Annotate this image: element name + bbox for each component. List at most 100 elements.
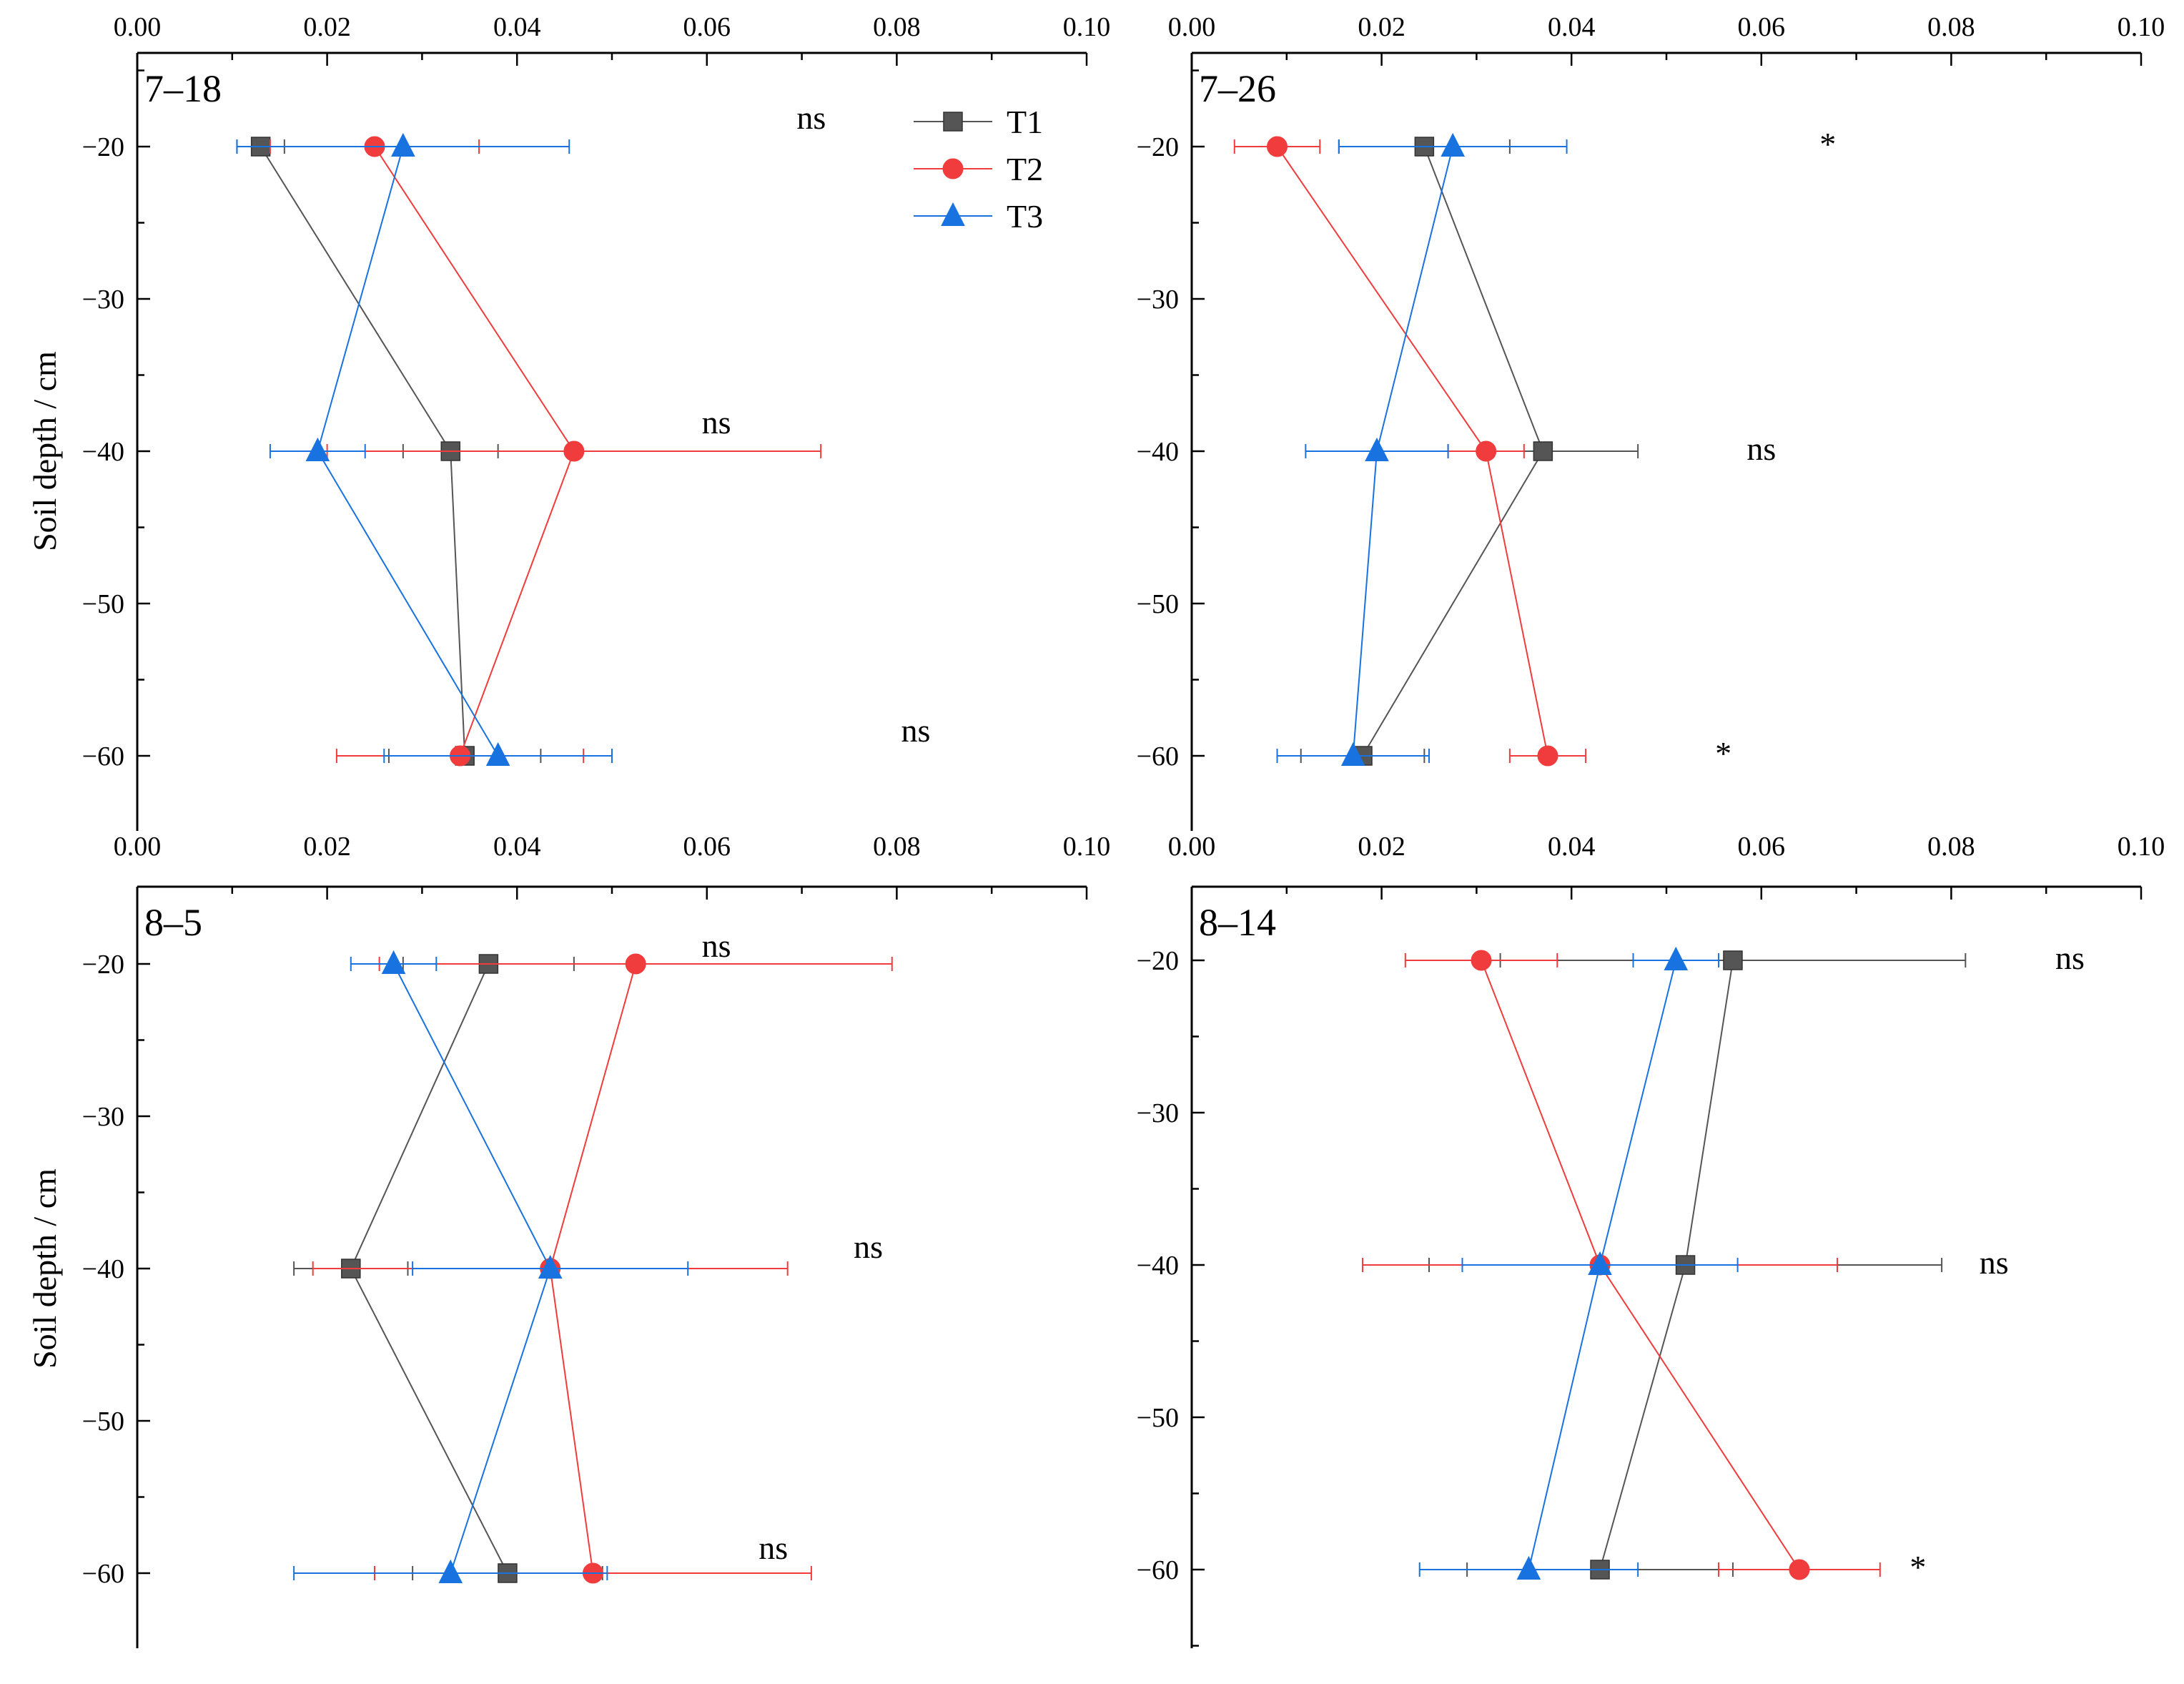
significance-label: ns: [702, 404, 731, 440]
significance-label: ns: [759, 1530, 788, 1566]
panel-4: 0.00 0.02 0.04 0.06 0.08 0.10 −20 −30 −40 −50 −60 8…: [1137, 832, 2165, 1648]
panel-1: 0.00 0.02 0.04 0.06 0.08 0.10 −20 −30 −40 −50 −60 S…: [26, 12, 1110, 831]
legend-marker: [941, 202, 965, 226]
x-tick-label: 0.06: [1738, 12, 1786, 42]
y-tick-label: −40: [82, 1254, 124, 1284]
y-tick-label: −30: [1137, 1098, 1179, 1128]
data-point: [1267, 136, 1288, 157]
panel-title: 7–26: [1199, 67, 1276, 110]
y-tick-label: −40: [82, 437, 124, 467]
data-point: [1365, 437, 1389, 461]
data-point: [1441, 132, 1466, 157]
y-tick-label: −60: [1137, 742, 1179, 772]
y-tick-label: −60: [82, 742, 124, 772]
x-tick-label: 0.02: [1358, 12, 1405, 42]
significance-label: ns: [796, 99, 826, 136]
x-tick-label: 0.10: [1063, 832, 1111, 862]
y-tick-label: −50: [1137, 1403, 1179, 1433]
series-T3: [1276, 132, 1568, 766]
x-tick-label: 0.10: [2118, 832, 2165, 862]
data-point: [538, 1254, 563, 1279]
data-point: [625, 953, 646, 975]
data-point: [563, 440, 585, 462]
x-tick-label: 0.08: [1927, 832, 1975, 862]
y-tick-label: −30: [1137, 285, 1179, 315]
y-tick-label: −20: [1137, 132, 1179, 162]
y-axis-title: Soil depth / cm: [26, 351, 63, 551]
y-tick-label: −40: [1137, 1251, 1179, 1281]
x-tick-label: 0.08: [873, 12, 921, 42]
significance-label: *: [1715, 735, 1731, 772]
data-point: [391, 132, 415, 157]
legend-label: T1: [1007, 104, 1043, 140]
panel-3: 0.00 0.02 0.04 0.06 0.08 0.10 −20 −30 −40 −50 −60 S…: [26, 832, 1110, 1648]
data-point: [1516, 1555, 1541, 1580]
x-tick-label: 0.00: [114, 12, 162, 42]
y-tick-label: −20: [82, 950, 124, 980]
data-point: [1340, 742, 1365, 766]
significance-label: ns: [702, 927, 731, 964]
x-tick-label: 0.00: [1168, 12, 1216, 42]
legend-label: T3: [1007, 198, 1043, 235]
significance-label: ns: [854, 1228, 883, 1265]
panel-title: 8–5: [144, 901, 202, 944]
significance-label: ns: [1746, 430, 1776, 467]
legend-marker: [943, 112, 963, 132]
data-point: [1789, 1559, 1810, 1580]
data-point: [1588, 1251, 1612, 1275]
series-T3: [293, 950, 689, 1583]
data-point: [438, 1559, 463, 1583]
panel-title: 7–18: [144, 67, 222, 110]
data-point: [1664, 946, 1689, 970]
significance-label: ns: [901, 712, 931, 749]
x-tick-label: 0.00: [114, 832, 162, 862]
series-T2: [1233, 136, 1587, 767]
y-tick-label: −60: [82, 1559, 124, 1589]
x-tick-label: 0.08: [1927, 12, 1975, 42]
y-tick-label: −40: [1137, 437, 1179, 467]
x-tick-label: 0.10: [2118, 12, 2165, 42]
x-tick-label: 0.06: [683, 12, 731, 42]
data-point: [1533, 441, 1553, 461]
y-tick-label: −20: [1137, 946, 1179, 976]
series-T3: [236, 132, 613, 766]
significance-label: ns: [1980, 1244, 2009, 1281]
panel-title: 8–14: [1199, 901, 1276, 944]
x-tick-label: 0.04: [1548, 12, 1596, 42]
data-point: [1476, 440, 1497, 462]
x-tick-label: 0.00: [1168, 832, 1216, 862]
x-tick-label: 0.06: [1738, 832, 1786, 862]
significance-label: ns: [2055, 940, 2085, 976]
significance-label: *: [1819, 126, 1836, 162]
y-tick-label: −30: [82, 1102, 124, 1132]
x-tick-label: 0.04: [493, 832, 541, 862]
legend-marker: [942, 158, 964, 179]
x-tick-label: 0.06: [683, 832, 731, 862]
significance-label: *: [1909, 1549, 1926, 1585]
x-tick-label: 0.02: [1358, 832, 1405, 862]
y-tick-label: −50: [82, 589, 124, 619]
data-point: [1723, 950, 1743, 970]
data-point: [1471, 950, 1492, 971]
x-tick-label: 0.04: [493, 12, 541, 42]
x-tick-label: 0.02: [303, 832, 351, 862]
data-point: [1537, 745, 1558, 767]
legend-label: T2: [1007, 151, 1043, 187]
x-tick-label: 0.04: [1548, 832, 1596, 862]
x-tick-label: 0.02: [303, 12, 351, 42]
y-tick-label: −30: [82, 285, 124, 315]
x-tick-label: 0.08: [873, 832, 921, 862]
data-point: [485, 742, 510, 766]
y-tick-label: −20: [82, 132, 124, 162]
data-point: [381, 950, 406, 974]
y-axis-title: Soil depth / cm: [26, 1168, 63, 1369]
data-point: [305, 437, 330, 461]
legend: T1 T2 T3: [914, 104, 1043, 235]
y-tick-label: −50: [82, 1407, 124, 1437]
series-T3: [1418, 946, 1739, 1580]
y-tick-label: −60: [1137, 1555, 1179, 1585]
panel-2: 0.00 0.02 0.04 0.06 0.08 0.10 −20 −30 −40 −50 −60 7…: [1137, 12, 2165, 831]
y-tick-label: −50: [1137, 589, 1179, 619]
x-tick-label: 0.10: [1063, 12, 1111, 42]
